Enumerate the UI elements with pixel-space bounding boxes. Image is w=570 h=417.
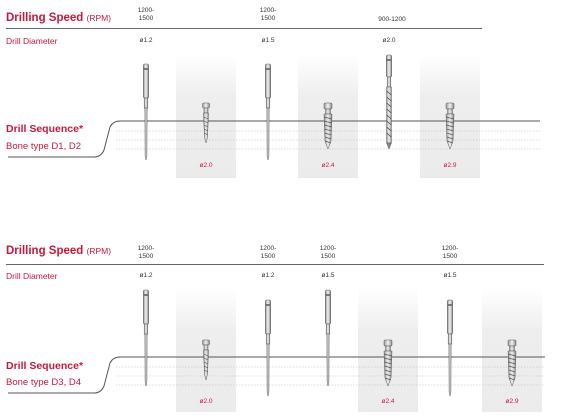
rpm-value: 1200- 1500 [137, 245, 155, 260]
implant-size: ø2.9 [505, 398, 519, 405]
implant-size: ø2.9 [443, 162, 457, 169]
implant-size: ø2.4 [321, 162, 335, 169]
rpm-value: 1200- 1500 [259, 245, 277, 260]
rpm-unit: (RPM) [86, 246, 112, 256]
drill-sequence-label: Drill Sequence* [6, 360, 84, 372]
rpm-value: 1200- 1500 [319, 245, 337, 260]
rpm-value: 1200- 1500 [137, 7, 155, 22]
bone-type-label: Bone type D3, D4 [6, 377, 81, 388]
implant-size: ø2.0 [199, 162, 213, 169]
drill-diameter-value: ø1.5 [443, 272, 457, 279]
drill-diameter-value: ø2.0 [382, 37, 396, 44]
drill-diameter-value: ø1.5 [261, 37, 275, 44]
header-divider [6, 264, 544, 265]
drill-diameter-value: ø1.5 [321, 272, 335, 279]
drill-sequence-label: Drill Sequence* [6, 123, 84, 135]
drill-diameter-label: Drill Diameter [6, 271, 58, 281]
rpm-value: 1200- 1500 [259, 7, 277, 22]
drill-diameter-value: ø1.2 [261, 272, 275, 279]
rpm-unit: (RPM) [86, 13, 112, 23]
header-divider [6, 28, 482, 29]
rpm-value: 1200- 1500 [441, 245, 459, 260]
implant-size: ø2.4 [381, 398, 395, 405]
drill-diameter-label: Drill Diameter [6, 36, 58, 46]
drilling-speed-title: Drilling Speed (RPM) [6, 12, 112, 24]
drill-diameter-value: ø1.2 [139, 37, 153, 44]
bone-type-label: Bone type D1, D2 [6, 141, 81, 152]
implant-size: ø2.0 [199, 398, 213, 405]
drill-diameter-value: ø1.2 [139, 272, 153, 279]
drilling-speed-title: Drilling Speed (RPM) [6, 245, 112, 257]
rpm-value: 900-1200 [378, 16, 406, 23]
